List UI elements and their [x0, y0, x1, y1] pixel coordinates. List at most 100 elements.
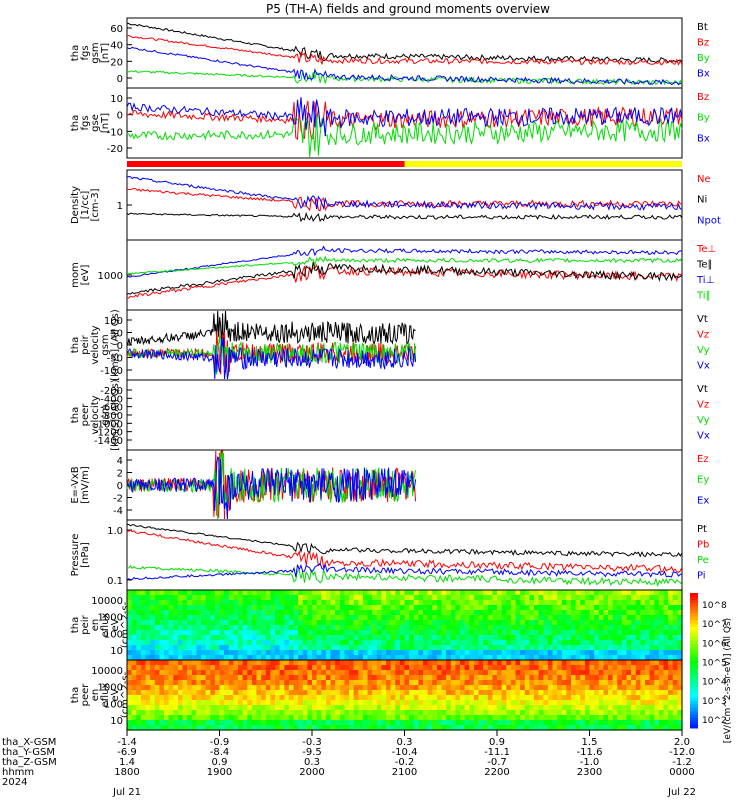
spec-cell [256, 590, 262, 596]
ephem-value: -8.4 [210, 747, 230, 758]
spec-cell [288, 700, 295, 706]
spec-cell [349, 630, 355, 636]
spec-cell [487, 605, 493, 611]
spec-cell [233, 655, 239, 661]
spec-cell [233, 675, 239, 681]
spec-cell [321, 680, 327, 686]
spec-cell [427, 600, 433, 606]
spec-cell [561, 710, 567, 716]
spec-cell [261, 640, 267, 646]
spec-cell [672, 695, 678, 701]
spec-cell [497, 680, 503, 686]
spec-cell [566, 695, 572, 701]
spec-cell [330, 605, 336, 611]
spec-cell [362, 705, 369, 711]
spec-cell [460, 640, 466, 646]
spec-cell [201, 620, 207, 626]
spec-cell [663, 615, 669, 621]
spec-cell [557, 685, 563, 691]
spec-cell [663, 700, 669, 706]
spec-cell [145, 650, 151, 656]
spec-cell [501, 715, 507, 721]
spec-cell [483, 610, 489, 616]
spec-cell [515, 665, 521, 671]
spec-cell [265, 710, 271, 716]
spec-cell [154, 625, 160, 631]
spec-cell [677, 665, 683, 671]
spec-cell [497, 725, 503, 731]
spec-cell [649, 720, 655, 726]
spec-cell [325, 645, 332, 651]
spec-cell [372, 635, 378, 641]
spec-cell [524, 725, 530, 731]
spec-cell [325, 590, 332, 596]
spec-cell [506, 680, 512, 686]
spec-cell [224, 625, 230, 631]
spec-cell [654, 660, 660, 666]
spec-cell [645, 660, 651, 666]
spec-cell [256, 665, 262, 671]
spec-cell [520, 635, 526, 641]
spec-cell [335, 665, 341, 671]
spec-cell [543, 680, 549, 686]
spec-cell [640, 665, 646, 671]
spec-cell [566, 655, 572, 661]
spec-cell [140, 635, 147, 641]
spec-cell [501, 645, 507, 651]
spec-cell [654, 590, 660, 596]
spec-cell [330, 690, 336, 696]
spec-cell [580, 630, 586, 636]
spec-cell [649, 595, 655, 601]
spec-cell [298, 715, 304, 721]
spec-cell [353, 600, 359, 606]
spec-cell [242, 720, 248, 726]
ephem-value: 0.9 [212, 757, 228, 768]
spec-cell [478, 650, 484, 656]
ytick-label: -2 [113, 494, 123, 505]
spec-cell [321, 630, 327, 636]
spec-cell [316, 690, 322, 696]
colorbar-cell [690, 613, 698, 618]
spec-cell [612, 690, 618, 696]
spec-cell [538, 665, 544, 671]
spec-cell [635, 725, 641, 731]
spec-cell [626, 700, 632, 706]
spec-cell [464, 645, 470, 651]
spec-cell [413, 620, 419, 626]
spec-cell [575, 620, 581, 626]
spec-cell [483, 595, 489, 601]
ytick-label: 0 [117, 74, 123, 85]
spec-cell [446, 640, 452, 646]
spec-cell [376, 665, 382, 671]
spec-cell [349, 710, 355, 716]
spec-cell [663, 605, 669, 611]
spec-cell [191, 685, 197, 691]
spec-cell [191, 610, 197, 616]
status-bar-segment [404, 161, 682, 167]
spec-cell [658, 620, 665, 626]
spec-cell [598, 680, 604, 686]
spec-cell [298, 600, 304, 606]
spec-cell [321, 645, 327, 651]
spec-cell [589, 620, 595, 626]
ylabel-line: eflux [100, 683, 111, 708]
spec-cell [247, 635, 253, 641]
spec-cell [640, 640, 646, 646]
spec-cell [469, 695, 475, 701]
spec-cell [552, 655, 558, 661]
spec-cell [395, 650, 401, 656]
spec-cell [127, 720, 133, 726]
ephem-label: hhmm [2, 767, 34, 778]
spec-cell [150, 720, 156, 726]
spec-cell [663, 590, 669, 596]
legend-Ez: Ez [697, 454, 709, 465]
spec-cell [201, 660, 207, 666]
spec-cell [598, 725, 604, 731]
spec-cell [460, 645, 466, 651]
spec-cell [247, 645, 253, 651]
spec-cell [214, 605, 221, 611]
spec-cell [362, 620, 369, 626]
spec-cell [520, 700, 526, 706]
spec-cell [520, 725, 526, 731]
spec-cell [399, 675, 406, 681]
